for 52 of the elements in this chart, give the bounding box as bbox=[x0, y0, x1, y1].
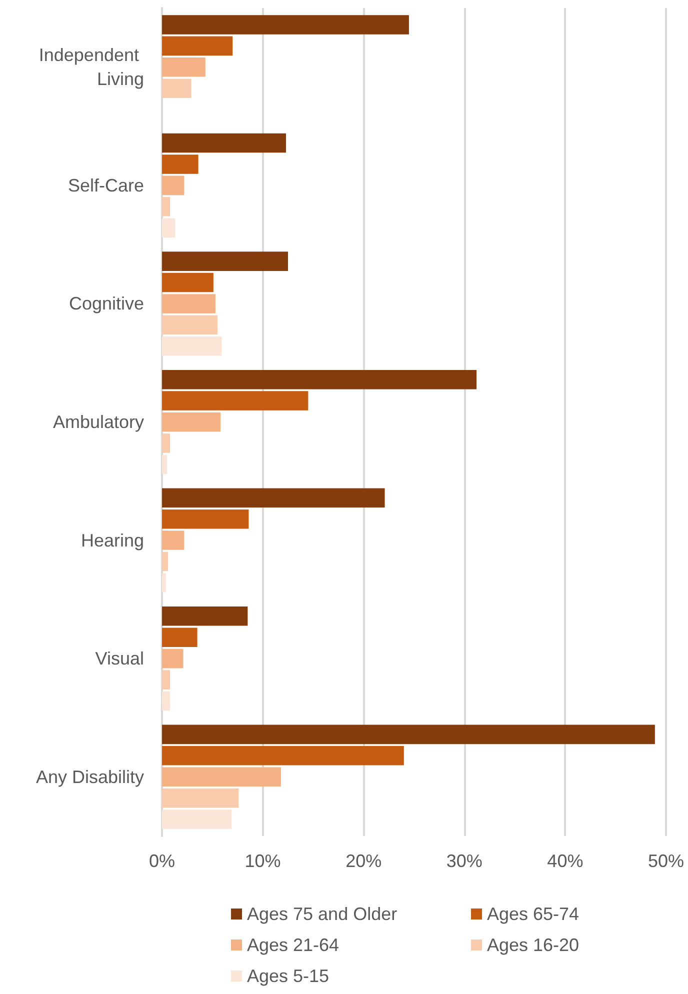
bar bbox=[162, 36, 233, 56]
bar bbox=[162, 724, 655, 744]
bar bbox=[162, 767, 281, 786]
y-tick-label: Hearing bbox=[80, 530, 144, 550]
bar bbox=[162, 218, 176, 238]
bar bbox=[162, 78, 192, 98]
bar bbox=[162, 252, 288, 271]
y-tick-label: Independent Living bbox=[38, 45, 144, 90]
legend-label: Ages 65-74 bbox=[487, 904, 580, 924]
bar bbox=[162, 434, 170, 453]
bar bbox=[162, 691, 170, 711]
bar bbox=[162, 648, 184, 668]
x-tick-label: 20% bbox=[346, 851, 382, 871]
bar bbox=[162, 15, 409, 34]
bar bbox=[162, 788, 239, 808]
bar bbox=[162, 810, 232, 829]
bar bbox=[162, 196, 170, 216]
bar bbox=[162, 488, 385, 508]
y-tick-label: Self-Care bbox=[68, 175, 144, 196]
y-tick-label: Ambulatory bbox=[52, 412, 144, 432]
legend-label: Ages 5-15 bbox=[247, 966, 330, 986]
bar bbox=[162, 133, 286, 153]
legend-label: Ages 75 and Older bbox=[247, 904, 398, 924]
bar bbox=[162, 272, 214, 292]
y-tick-label: Cognitive bbox=[68, 294, 144, 314]
bar bbox=[162, 530, 184, 550]
bar bbox=[162, 176, 184, 196]
x-tick-label: 50% bbox=[648, 851, 684, 871]
bar bbox=[162, 315, 218, 335]
bar bbox=[162, 294, 216, 314]
bar bbox=[162, 606, 248, 626]
bar bbox=[162, 670, 170, 690]
x-tick-label: 10% bbox=[244, 851, 281, 871]
x-tick-label: 0% bbox=[148, 851, 176, 871]
legend-label: Ages 16-20 bbox=[487, 935, 580, 955]
bar bbox=[162, 573, 166, 592]
bar bbox=[162, 370, 476, 390]
bar bbox=[162, 336, 222, 356]
bar bbox=[162, 746, 404, 766]
x-tick-label: 40% bbox=[547, 851, 584, 871]
bar bbox=[162, 628, 198, 648]
legend-label: Ages 21-64 bbox=[247, 935, 340, 955]
bar bbox=[162, 509, 249, 529]
bar bbox=[162, 412, 220, 432]
bar bbox=[162, 391, 308, 410]
x-tick-label: 30% bbox=[446, 851, 482, 871]
y-tick-label: Any Disability bbox=[36, 766, 144, 787]
bar bbox=[162, 58, 206, 77]
bar bbox=[162, 454, 168, 474]
bar bbox=[162, 154, 198, 174]
y-tick-label: Visual bbox=[95, 648, 144, 669]
bar bbox=[162, 552, 168, 572]
